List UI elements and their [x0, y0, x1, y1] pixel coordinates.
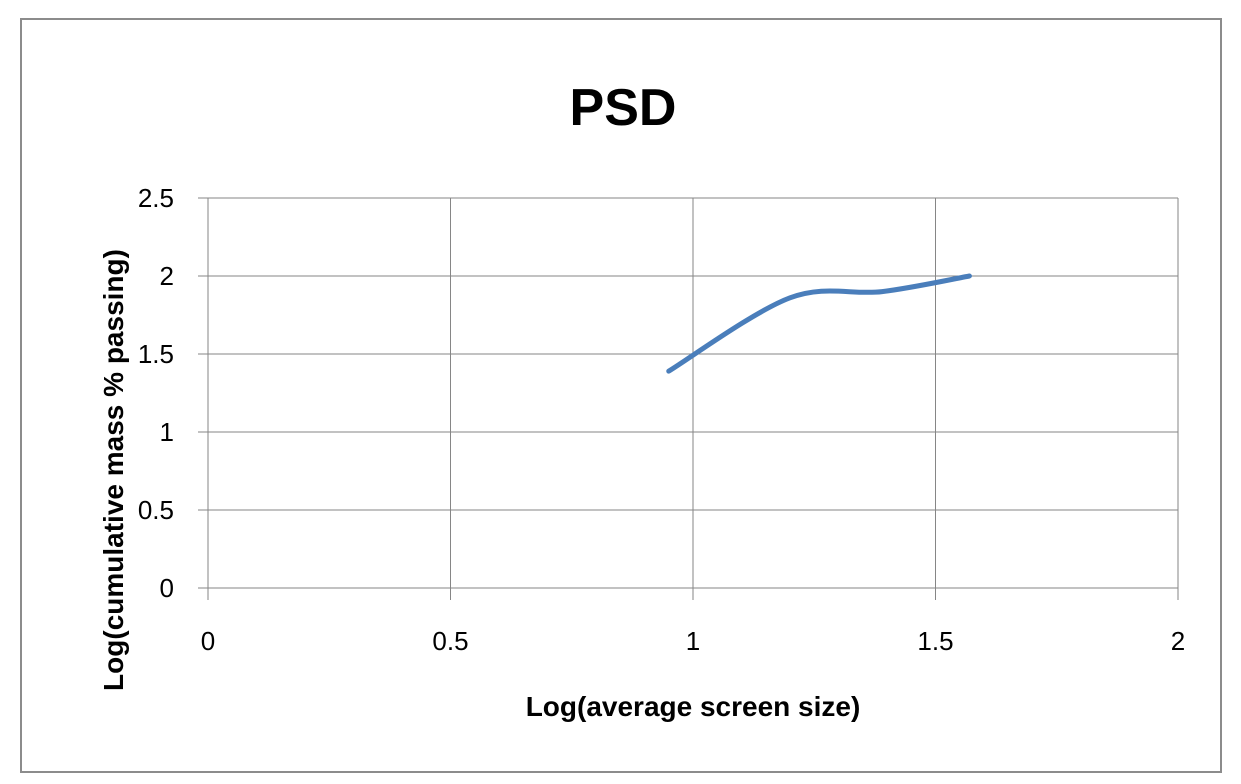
x-tick-label: 0	[201, 626, 215, 656]
x-tick-label: 1	[686, 626, 700, 656]
axis-layer	[198, 198, 1178, 600]
chart-title: PSD	[570, 79, 677, 137]
x-tick-label: 1.5	[917, 626, 953, 656]
series-line-0	[669, 276, 970, 371]
x-tick-label: 0.5	[432, 626, 468, 656]
y-tick-label: 0	[160, 573, 174, 603]
y-tick-label: 1	[160, 417, 174, 447]
y-tick-label: 0.5	[138, 495, 174, 525]
series-layer	[669, 276, 970, 371]
y-tick-label: 2	[160, 261, 174, 291]
y-axis-title: Log(cumulative mass % passing)	[98, 249, 129, 691]
y-tick-label: 2.5	[138, 183, 174, 213]
grid-layer	[208, 198, 1178, 588]
x-tick-label: 2	[1171, 626, 1185, 656]
tick-label-layer: 0 0.5 1 1.5 2 0 0.5 1 1.5 2 2.5	[138, 183, 1185, 656]
y-tick-label: 1.5	[138, 339, 174, 369]
x-axis-title: Log(average screen size)	[526, 691, 861, 722]
